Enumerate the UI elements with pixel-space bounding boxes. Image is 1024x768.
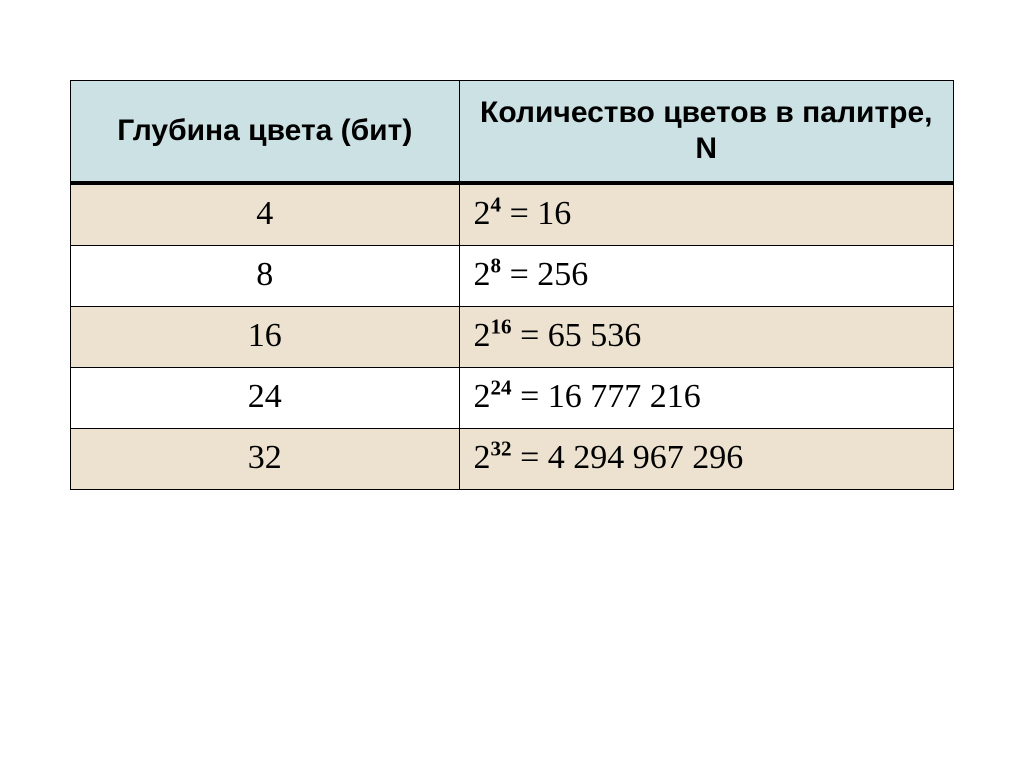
- cell-depth: 8: [71, 246, 460, 307]
- value: 16 777 216: [548, 378, 701, 415]
- cell-count: 224 = 16 777 216: [459, 368, 953, 429]
- table-row: 24 224 = 16 777 216: [71, 368, 954, 429]
- value: 65 536: [548, 317, 642, 354]
- base: 2: [474, 195, 491, 232]
- table-row: 4 24 = 16: [71, 183, 954, 246]
- table-container: Глубина цвета (бит) Количество цветов в …: [0, 0, 1024, 490]
- cell-count: 216 = 65 536: [459, 307, 953, 368]
- table-row: 32 232 = 4 294 967 296: [71, 429, 954, 490]
- exponent: 16: [491, 315, 512, 339]
- header-row: Глубина цвета (бит) Количество цветов в …: [71, 81, 954, 184]
- table-head: Глубина цвета (бит) Количество цветов в …: [71, 81, 954, 184]
- value: 256: [537, 256, 588, 293]
- exponent: 8: [491, 254, 502, 278]
- cell-depth: 16: [71, 307, 460, 368]
- value: 16: [537, 195, 571, 232]
- value: 4 294 967 296: [548, 439, 744, 476]
- exponent: 24: [491, 376, 512, 400]
- base: 2: [474, 317, 491, 354]
- exponent: 4: [491, 193, 502, 217]
- table-row: 8 28 = 256: [71, 246, 954, 307]
- base: 2: [474, 378, 491, 415]
- cell-count: 232 = 4 294 967 296: [459, 429, 953, 490]
- cell-depth: 24: [71, 368, 460, 429]
- base: 2: [474, 439, 491, 476]
- col-header-count: Количество цветов в палитре, N: [459, 81, 953, 184]
- cell-count: 28 = 256: [459, 246, 953, 307]
- cell-depth: 32: [71, 429, 460, 490]
- color-depth-table: Глубина цвета (бит) Количество цветов в …: [70, 80, 954, 490]
- col-header-depth: Глубина цвета (бит): [71, 81, 460, 184]
- table-row: 16 216 = 65 536: [71, 307, 954, 368]
- base: 2: [474, 256, 491, 293]
- cell-count: 24 = 16: [459, 183, 953, 246]
- cell-depth: 4: [71, 183, 460, 246]
- table-body: 4 24 = 16 8 28 = 256 16 216 = 65 536 24: [71, 183, 954, 490]
- exponent: 32: [491, 437, 512, 461]
